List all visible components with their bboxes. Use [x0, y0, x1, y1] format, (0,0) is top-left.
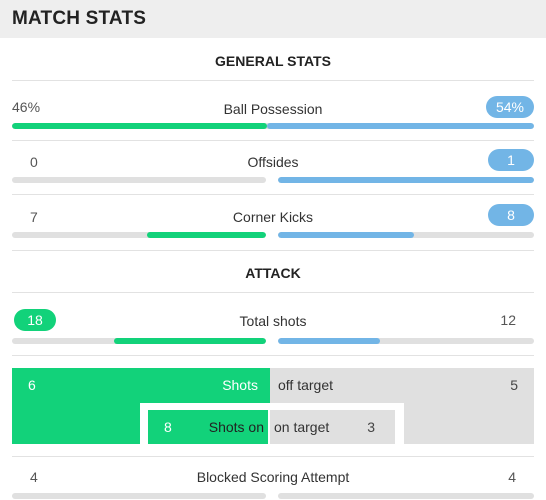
home-value: 0 — [30, 154, 38, 170]
away-corners-fill — [278, 232, 414, 238]
shots-on-label-away: on target — [274, 419, 330, 435]
home-value: 18 — [14, 309, 74, 331]
home-value: 7 — [30, 209, 38, 225]
home-value-badge: 18 — [14, 309, 56, 331]
away-value: 4 — [508, 469, 516, 485]
away-corners-track — [278, 232, 534, 238]
section-title-attack: ATTACK — [245, 265, 301, 281]
home-shots-on-area: 8 Shots on — [148, 410, 268, 444]
home-shots-on-value: 8 — [164, 419, 172, 435]
away-offsides-fill — [278, 177, 534, 183]
stat-label: Ball Possession — [223, 101, 323, 117]
possession-bar — [12, 123, 534, 129]
shots-off-label-away: off target — [278, 377, 334, 393]
away-value-badge: 54% — [485, 96, 534, 118]
shots-on-target-frame: 8 Shots on on target 3 — [140, 403, 404, 444]
away-possession-fill — [267, 123, 534, 129]
shots-off-label-home: Shots — [222, 377, 258, 393]
page-title: MATCH STATS — [12, 8, 147, 29]
stat-label: Offsides — [247, 154, 299, 170]
home-possession-fill — [12, 123, 267, 129]
home-corners-track — [12, 232, 266, 238]
stat-row-corners: 7 Corner Kicks 8 — [0, 204, 546, 256]
away-shots-on-area: on target 3 — [270, 410, 395, 444]
away-value-badge: 1 — [488, 149, 534, 171]
shots-target-block: 6 Shots off target 5 8 Shots on on targe… — [12, 368, 534, 444]
divider — [12, 456, 534, 457]
divider — [12, 80, 534, 81]
home-value: 4 — [30, 469, 38, 485]
away-value: 8 — [488, 204, 534, 226]
away-shots-track — [278, 338, 534, 344]
away-blocked-track — [278, 493, 534, 499]
stat-label: Corner Kicks — [232, 209, 314, 225]
home-offsides-track — [12, 177, 266, 183]
divider — [12, 355, 534, 356]
home-value: 46% — [12, 99, 41, 115]
divider — [12, 250, 534, 251]
stat-row-blocked: 4 Blocked Scoring Attempt 4 — [0, 468, 546, 500]
shots-on-label-home: Shots on — [208, 419, 264, 435]
away-value: 54% — [485, 96, 534, 118]
away-shots-fill — [278, 338, 380, 344]
away-shots-on-value: 3 — [367, 419, 375, 435]
divider — [12, 194, 534, 195]
stat-row-offsides: 0 Offsides 1 — [0, 149, 546, 201]
divider — [12, 140, 534, 141]
away-offsides-track — [278, 177, 534, 183]
away-value: 12 — [500, 312, 516, 328]
away-shots-off-value: 5 — [510, 377, 518, 393]
home-corners-fill — [147, 232, 266, 238]
stat-label: Blocked Scoring Attempt — [196, 469, 350, 485]
home-shots-track — [12, 338, 266, 344]
away-value-badge: 8 — [488, 204, 534, 226]
section-title-general: GENERAL STATS — [215, 53, 331, 69]
home-blocked-track — [12, 493, 266, 499]
stat-row-possession: 46% Ball Possession 54% — [0, 96, 546, 148]
home-shots-fill — [114, 338, 266, 344]
stat-label: Total shots — [239, 313, 307, 329]
home-shots-off-value: 6 — [28, 377, 36, 393]
match-stats-header: MATCH STATS — [0, 0, 546, 38]
divider — [12, 292, 534, 293]
away-value: 1 — [488, 149, 534, 171]
stat-row-total-shots: 18 Total shots 12 — [0, 309, 546, 361]
